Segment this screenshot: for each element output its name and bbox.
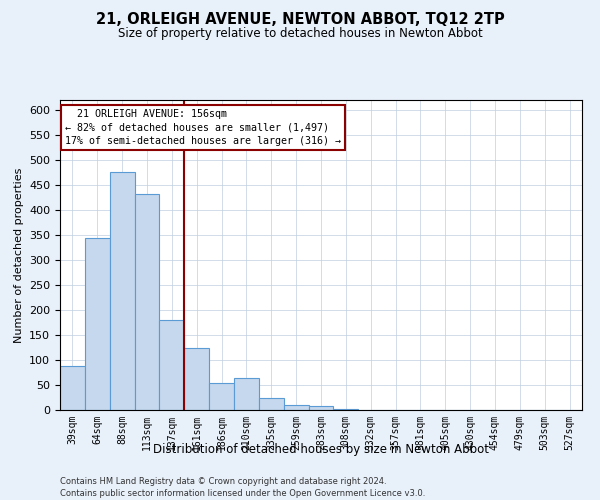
Bar: [85, 238, 110, 410]
Y-axis label: Number of detached properties: Number of detached properties: [14, 168, 23, 342]
Text: Size of property relative to detached houses in Newton Abbot: Size of property relative to detached ho…: [118, 28, 482, 40]
Bar: [134, 194, 160, 410]
Bar: [209, 382, 234, 410]
Bar: [234, 378, 259, 410]
Bar: [110, 172, 134, 410]
Text: Contains public sector information licensed under the Open Government Licence v3: Contains public sector information licen…: [60, 489, 425, 498]
Bar: [284, 404, 308, 410]
Bar: [259, 398, 284, 410]
Bar: [334, 409, 358, 410]
Bar: [160, 320, 184, 410]
Text: 21, ORLEIGH AVENUE, NEWTON ABBOT, TQ12 2TP: 21, ORLEIGH AVENUE, NEWTON ABBOT, TQ12 2…: [95, 12, 505, 28]
Text: Distribution of detached houses by size in Newton Abbot: Distribution of detached houses by size …: [153, 442, 489, 456]
Bar: [184, 348, 209, 410]
Bar: [60, 366, 85, 410]
Bar: [308, 406, 334, 410]
Text: 21 ORLEIGH AVENUE: 156sqm
← 82% of detached houses are smaller (1,497)
17% of se: 21 ORLEIGH AVENUE: 156sqm ← 82% of detac…: [65, 110, 341, 146]
Text: Contains HM Land Registry data © Crown copyright and database right 2024.: Contains HM Land Registry data © Crown c…: [60, 478, 386, 486]
